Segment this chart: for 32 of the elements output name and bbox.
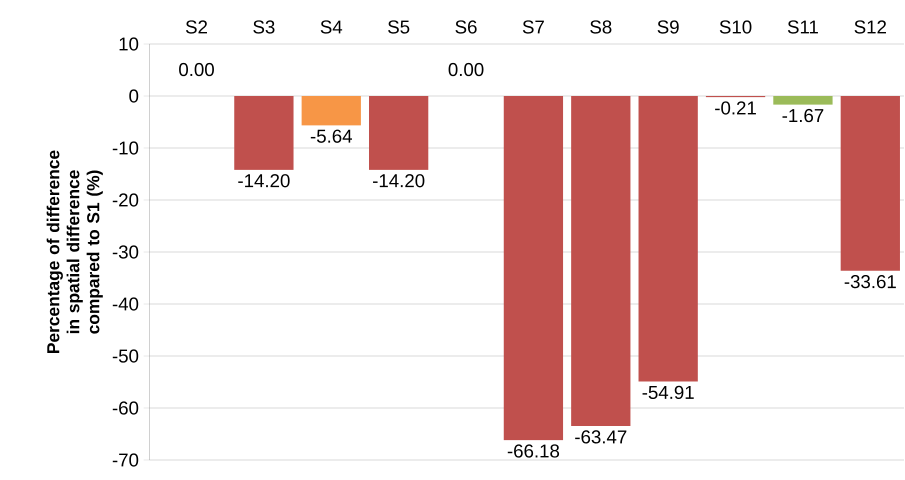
y-tick-label: 0 bbox=[129, 89, 138, 103]
data-label: 0.00 bbox=[179, 62, 214, 76]
x-tick-label: S3 bbox=[253, 20, 274, 34]
y-tick-label: -70 bbox=[112, 453, 138, 467]
y-tick-label: -10 bbox=[112, 141, 138, 155]
x-tick-label: S11 bbox=[788, 20, 818, 34]
y-tick-label: -40 bbox=[112, 297, 138, 311]
y-tick-label: -50 bbox=[112, 349, 138, 363]
data-label: -54.91 bbox=[642, 386, 694, 400]
y-axis-title: Percentage of difference in spatial difference compared to S1 (%) bbox=[46, 150, 103, 353]
y-tick-label: 10 bbox=[120, 37, 138, 51]
y-tick-label: -30 bbox=[112, 245, 138, 259]
y-tick-label: -60 bbox=[112, 401, 138, 415]
x-tick-label: S10 bbox=[720, 20, 752, 34]
x-tick-label: S7 bbox=[522, 20, 544, 34]
data-label: -0.21 bbox=[715, 101, 756, 115]
x-tick-label: S2 bbox=[186, 20, 207, 34]
data-label: -63.47 bbox=[575, 430, 626, 444]
data-label: -33.61 bbox=[844, 275, 896, 288]
x-tick-label: S12 bbox=[854, 20, 886, 34]
x-tick-label: S6 bbox=[455, 20, 477, 34]
x-tick-label: S5 bbox=[388, 20, 410, 34]
data-label: 0.00 bbox=[448, 62, 484, 76]
x-tick-label: S4 bbox=[320, 20, 342, 34]
data-label: -66.18 bbox=[508, 444, 560, 458]
data-label: -14.20 bbox=[238, 174, 290, 188]
data-label: -5.64 bbox=[310, 130, 352, 143]
data-label: -14.20 bbox=[373, 174, 424, 188]
x-tick-label: S8 bbox=[590, 20, 612, 34]
y-tick-label: -20 bbox=[112, 193, 138, 207]
x-tick-label: S9 bbox=[658, 20, 679, 34]
data-label: -1.67 bbox=[782, 108, 824, 122]
